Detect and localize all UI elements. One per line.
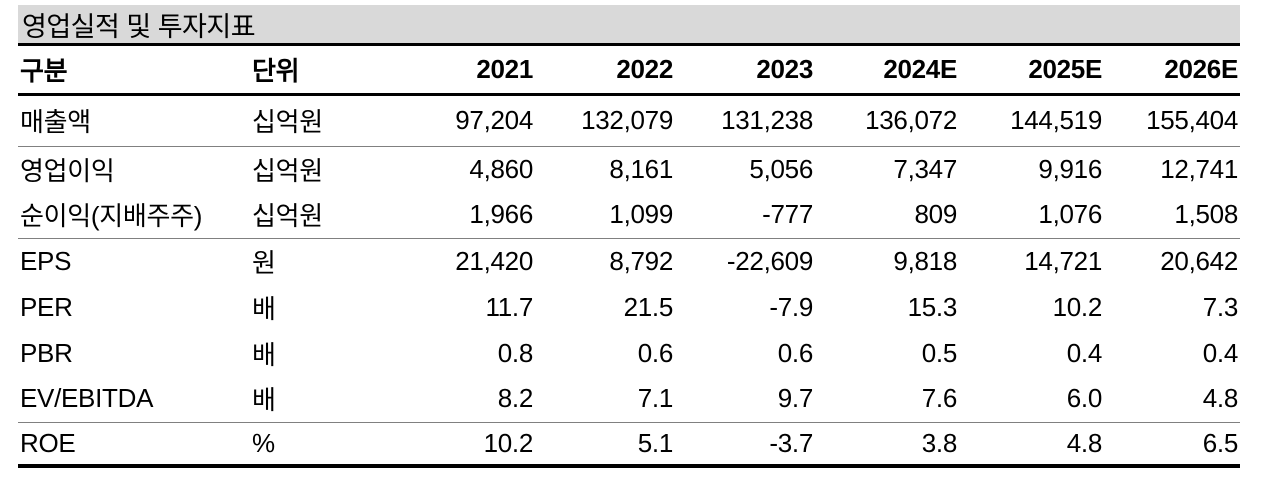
- row-label: 매출액: [18, 94, 250, 147]
- cell-value: 4,860: [469, 153, 533, 184]
- cell-value: 1,508: [1104, 192, 1240, 239]
- cell-value: 0.4: [1202, 337, 1239, 368]
- cell-value: 3.8: [815, 422, 959, 468]
- row-label: ROE: [18, 422, 250, 468]
- cell-value: 0.6: [777, 337, 814, 368]
- row-unit: 배: [252, 293, 276, 324]
- cell-value: 0.6: [637, 337, 674, 368]
- cell-value: 132,079: [535, 94, 675, 147]
- col-header-unit: 단위: [250, 46, 380, 96]
- table-row-roe: ROE % 10.2 5.1 -3.7 3.8 4.8 6.5: [18, 422, 1240, 468]
- table-row-ev-ebitda: EV/EBITDA 배 8.2 7.1 9.7 7.6 6.0 4.8: [18, 376, 1240, 423]
- table-title-bar: 영업실적 및 투자지표: [18, 5, 1240, 46]
- cell-value: -7.9: [769, 291, 813, 322]
- row-label: PBR: [20, 337, 73, 368]
- cell-value: 155,404: [1104, 94, 1240, 147]
- cell-value: 10.2: [1052, 291, 1103, 322]
- cell-value: 0.4: [1066, 337, 1103, 368]
- cell-value: 144,519: [959, 94, 1104, 147]
- cell-value: 131,238: [675, 94, 815, 147]
- cell-value: 0.8: [497, 337, 534, 368]
- col-header-2026e: 2026E: [1104, 46, 1240, 96]
- row-label: 영업이익: [20, 155, 115, 186]
- cell-value: 0.5: [921, 337, 958, 368]
- cell-value: 8,161: [609, 153, 673, 184]
- cell-value: 6.0: [959, 376, 1104, 423]
- row-label: 순이익(지배주주): [18, 192, 250, 239]
- col-header-2023: 2023: [675, 46, 815, 96]
- row-unit: 원: [252, 247, 276, 278]
- col-header-2022: 2022: [535, 46, 675, 96]
- cell-value: 12,741: [1160, 153, 1238, 184]
- cell-value: 21,420: [455, 245, 533, 276]
- row-unit: 십억원: [252, 155, 323, 186]
- cell-value: 5.1: [535, 422, 675, 468]
- cell-value: 1,099: [535, 192, 675, 239]
- cell-value: 6.5: [1104, 422, 1240, 468]
- col-header-2021: 2021: [380, 46, 535, 96]
- cell-value: 21.5: [623, 291, 674, 322]
- cell-value: 9,916: [1038, 153, 1102, 184]
- table-title: 영업실적 및 투자지표: [22, 11, 256, 42]
- cell-value: 8.2: [380, 376, 535, 423]
- row-unit: 배: [250, 376, 380, 423]
- cell-value: 4.8: [1104, 376, 1240, 423]
- cell-value: 14,721: [1024, 245, 1102, 276]
- cell-value: 9.7: [675, 376, 815, 423]
- cell-value: 7.1: [535, 376, 675, 423]
- table-row-per: PER 배 11.7 21.5 -7.9 15.3 10.2 7.3: [18, 284, 1240, 330]
- cell-value: 97,204: [380, 94, 535, 147]
- row-unit: %: [250, 422, 380, 468]
- cell-value: 10.2: [380, 422, 535, 468]
- cell-value: 809: [815, 192, 959, 239]
- cell-value: 7.3: [1202, 291, 1239, 322]
- col-header-2025e: 2025E: [959, 46, 1104, 96]
- table-row-pbr: PBR 배 0.8 0.6 0.6 0.5 0.4 0.4: [18, 330, 1240, 376]
- cell-value: 4.8: [959, 422, 1104, 468]
- cell-value: 1,966: [380, 192, 535, 239]
- cell-value: 9,818: [893, 245, 957, 276]
- row-unit: 배: [252, 339, 276, 370]
- cell-value: 7,347: [893, 153, 957, 184]
- table-row-operating-profit: 영업이익 십억원 4,860 8,161 5,056 7,347 9,916 1…: [18, 146, 1240, 192]
- cell-value: 11.7: [485, 291, 534, 322]
- row-unit: 십억원: [250, 94, 380, 147]
- row-label: EPS: [20, 245, 72, 276]
- cell-value: 5,056: [749, 153, 813, 184]
- cell-value: 8,792: [609, 245, 673, 276]
- table-row-eps: EPS 원 21,420 8,792 -22,609 9,818 14,721 …: [18, 238, 1240, 284]
- cell-value: -3.7: [675, 422, 815, 468]
- table-row-revenue: 매출액 십억원 97,204 132,079 131,238 136,072 1…: [18, 94, 1240, 147]
- row-label: EV/EBITDA: [18, 376, 250, 423]
- cell-value: 1,076: [959, 192, 1104, 239]
- col-header-2024e: 2024E: [815, 46, 959, 96]
- cell-value: 7.6: [815, 376, 959, 423]
- cell-value: 20,642: [1160, 245, 1238, 276]
- cell-value: -777: [675, 192, 815, 239]
- cell-value: 15.3: [907, 291, 958, 322]
- col-header-category: 구분: [18, 46, 250, 96]
- cell-value: -22,609: [726, 245, 813, 276]
- table-header-row: 구분 단위 2021 2022 2023 2024E 2025E 2026E: [18, 46, 1240, 96]
- row-label: PER: [20, 291, 73, 322]
- cell-value: 136,072: [815, 94, 959, 147]
- table-row-net-profit: 순이익(지배주주) 십억원 1,966 1,099 -777 809 1,076…: [18, 192, 1240, 239]
- row-unit: 십억원: [250, 192, 380, 239]
- financial-table: 구분 단위 2021 2022 2023 2024E 2025E 2026E 매…: [18, 46, 1240, 468]
